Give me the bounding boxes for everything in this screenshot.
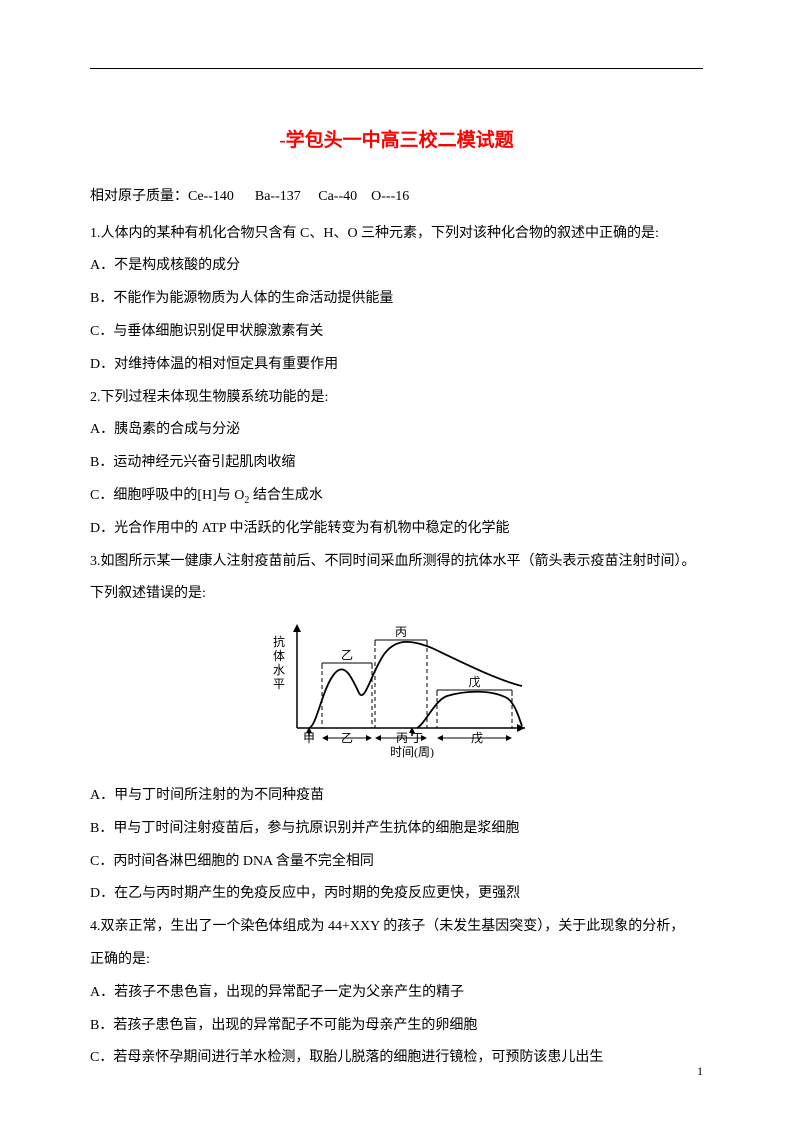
q3-stem-2: 下列叙述错误的是: — [90, 579, 703, 610]
q2c-pre: C．细胞呼吸中的[H]与 O — [90, 488, 244, 503]
svg-text:抗: 抗 — [272, 634, 284, 649]
q2-option-a: A．胰岛素的合成与分泌 — [90, 415, 703, 446]
q1-option-d: D．对维持体温的相对恒定具有重要作用 — [90, 350, 703, 381]
svg-text:体: 体 — [272, 649, 284, 663]
svg-text:戊: 戊 — [468, 675, 480, 689]
q1-option-a: A．不是构成核酸的成分 — [90, 251, 703, 282]
q2-option-d: D．光合作用中的 ATP 中活跃的化学能转变为有机物中稳定的化学能 — [90, 514, 703, 545]
svg-text:平: 平 — [272, 677, 284, 691]
q2-stem: 2.下列过程未体现生物膜系统功能的是: — [90, 383, 703, 414]
q4-stem-2: 正确的是: — [90, 945, 703, 976]
atomic-mass-items: Ce--140 Ba--137 Ca--40 O---16 — [188, 189, 409, 204]
svg-text:甲: 甲 — [302, 731, 314, 745]
q4-stem-1: 4.双亲正常，生出了一个染色体组成为 44+XXY 的孩子（未发生基因突变），关… — [90, 912, 703, 943]
q1-option-c: C．与垂体细胞识别促甲状腺激素有关 — [90, 317, 703, 348]
q4-option-c: C．若母亲怀孕期间进行羊水检测，取胎儿脱落的细胞进行镜检，可预防该患儿出生 — [90, 1043, 703, 1074]
q3-option-c: C．丙时间各淋巴细胞的 DNA 含量不完全相同 — [90, 847, 703, 878]
svg-text:时间(周): 时间(周) — [390, 745, 434, 758]
svg-text:乙: 乙 — [340, 648, 352, 662]
atomic-mass-label: 相对原子质量： — [90, 189, 188, 204]
q4-option-b: B．若孩子患色盲，出现的异常配子不可能为母亲产生的卵细胞 — [90, 1011, 703, 1042]
antibody-chart: 抗体水平乙丙戊甲乙丙丁戊时间(周) — [90, 618, 703, 771]
svg-text:丙: 丙 — [394, 625, 406, 639]
top-rule — [90, 68, 703, 69]
q3-option-a: A．甲与丁时间所注射的为不同种疫苗 — [90, 781, 703, 812]
svg-text:水: 水 — [272, 663, 284, 677]
page-number: 1 — [697, 1058, 703, 1084]
atomic-mass-line: 相对原子质量：Ce--140 Ba--137 Ca--40 O---16 — [90, 182, 703, 213]
q1-stem: 1.人体内的某种有机化合物只含有 C、H、O 三种元素，下列对该种化合物的叙述中… — [90, 219, 703, 250]
q2-option-b: B．运动神经元兴奋引起肌肉收缩 — [90, 448, 703, 479]
q3-stem-1: 3.如图所示某一健康人注射疫苗前后、不同时间采血所测得的抗体水平（箭头表示疫苗注… — [90, 547, 703, 578]
antibody-chart-svg: 抗体水平乙丙戊甲乙丙丁戊时间(周) — [267, 618, 527, 758]
q2-option-c: C．细胞呼吸中的[H]与 O2 结合生成水 — [90, 481, 703, 512]
q4-option-a: A．若孩子不患色盲，出现的异常配子一定为父亲产生的精子 — [90, 978, 703, 1009]
q1-option-b: B．不能作为能源物质为人体的生命活动提供能量 — [90, 284, 703, 315]
q3-option-d: D．在乙与丙时期产生的免疫反应中，丙时期的免疫反应更快，更强烈 — [90, 879, 703, 910]
page-title: -学包头一中高三校二模试题 — [90, 120, 703, 162]
q3-option-b: B．甲与丁时间注射疫苗后，参与抗原识别并产生抗体的细胞是浆细胞 — [90, 814, 703, 845]
q2c-post: 结合生成水 — [249, 488, 323, 503]
